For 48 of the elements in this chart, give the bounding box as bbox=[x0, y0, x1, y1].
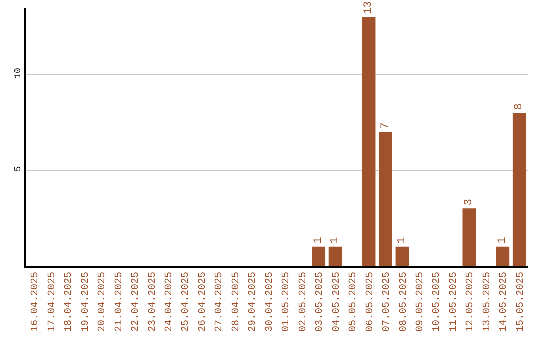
x-tick-label: 01.05.2025 bbox=[282, 272, 293, 332]
x-tick-label: 23.04.2025 bbox=[148, 272, 159, 332]
x-tick-label: 17.04.2025 bbox=[47, 272, 58, 332]
x-tick-label: 11.05.2025 bbox=[448, 272, 460, 332]
x-tick-label: 05.05.2025 bbox=[348, 272, 360, 332]
data-label: 1 bbox=[496, 236, 509, 244]
data-label: 1 bbox=[312, 236, 325, 244]
x-tick-label: 02.05.2025 bbox=[298, 272, 310, 332]
x-tick-label: 12.05.2025 bbox=[466, 272, 477, 332]
x-tick-label: 20.04.2025 bbox=[98, 272, 109, 332]
x-tick-label: 14.05.2025 bbox=[499, 272, 510, 332]
x-tick-label: 27.04.2025 bbox=[214, 272, 226, 332]
data-label: 8 bbox=[514, 104, 526, 110]
x-tick-label: 28.04.2025 bbox=[231, 272, 242, 332]
bar bbox=[396, 246, 410, 266]
x-tick-label: 19.04.2025 bbox=[80, 272, 92, 332]
bar bbox=[496, 246, 510, 266]
x-tick-label: 16.04.2025 bbox=[30, 272, 42, 332]
bar bbox=[512, 113, 526, 266]
x-tick-label: 08.05.2025 bbox=[398, 272, 410, 332]
x-tick-label: 09.05.2025 bbox=[415, 272, 426, 332]
bar bbox=[312, 246, 326, 266]
bar bbox=[462, 208, 476, 266]
x-tick-label: 10.05.2025 bbox=[432, 272, 444, 332]
data-label: 1 bbox=[396, 236, 408, 244]
x-tick-label: 30.04.2025 bbox=[264, 272, 276, 332]
x-tick-label: 06.05.2025 bbox=[365, 272, 376, 332]
bar bbox=[328, 246, 342, 266]
data-label: 13 bbox=[363, 1, 376, 15]
x-tick-label: 04.05.2025 bbox=[332, 272, 343, 332]
x-tick-label: 15.05.2025 bbox=[516, 272, 527, 332]
x-tick-label: 18.04.2025 bbox=[64, 272, 76, 332]
data-label: 3 bbox=[463, 199, 476, 206]
x-tick-label: 29.04.2025 bbox=[248, 272, 260, 332]
x-tick-label: 13.05.2025 bbox=[482, 272, 494, 332]
y-tick-label: 10 bbox=[13, 68, 24, 79]
x-tick-label: 25.04.2025 bbox=[181, 272, 192, 332]
x-tick-label: 24.04.2025 bbox=[164, 272, 176, 332]
data-label: 7 bbox=[380, 122, 392, 130]
x-tick-label: 26.04.2025 bbox=[198, 272, 209, 332]
x-tick-label: 21.04.2025 bbox=[114, 272, 126, 332]
bar bbox=[379, 132, 392, 266]
bar bbox=[362, 18, 376, 266]
x-tick-label: 07.05.2025 bbox=[382, 272, 394, 332]
data-label: 1 bbox=[330, 236, 342, 244]
x-tick-label: 03.05.2025 bbox=[315, 272, 326, 332]
x-tick-label: 22.04.2025 bbox=[131, 272, 142, 332]
y-tick-label: 5 bbox=[13, 166, 24, 172]
